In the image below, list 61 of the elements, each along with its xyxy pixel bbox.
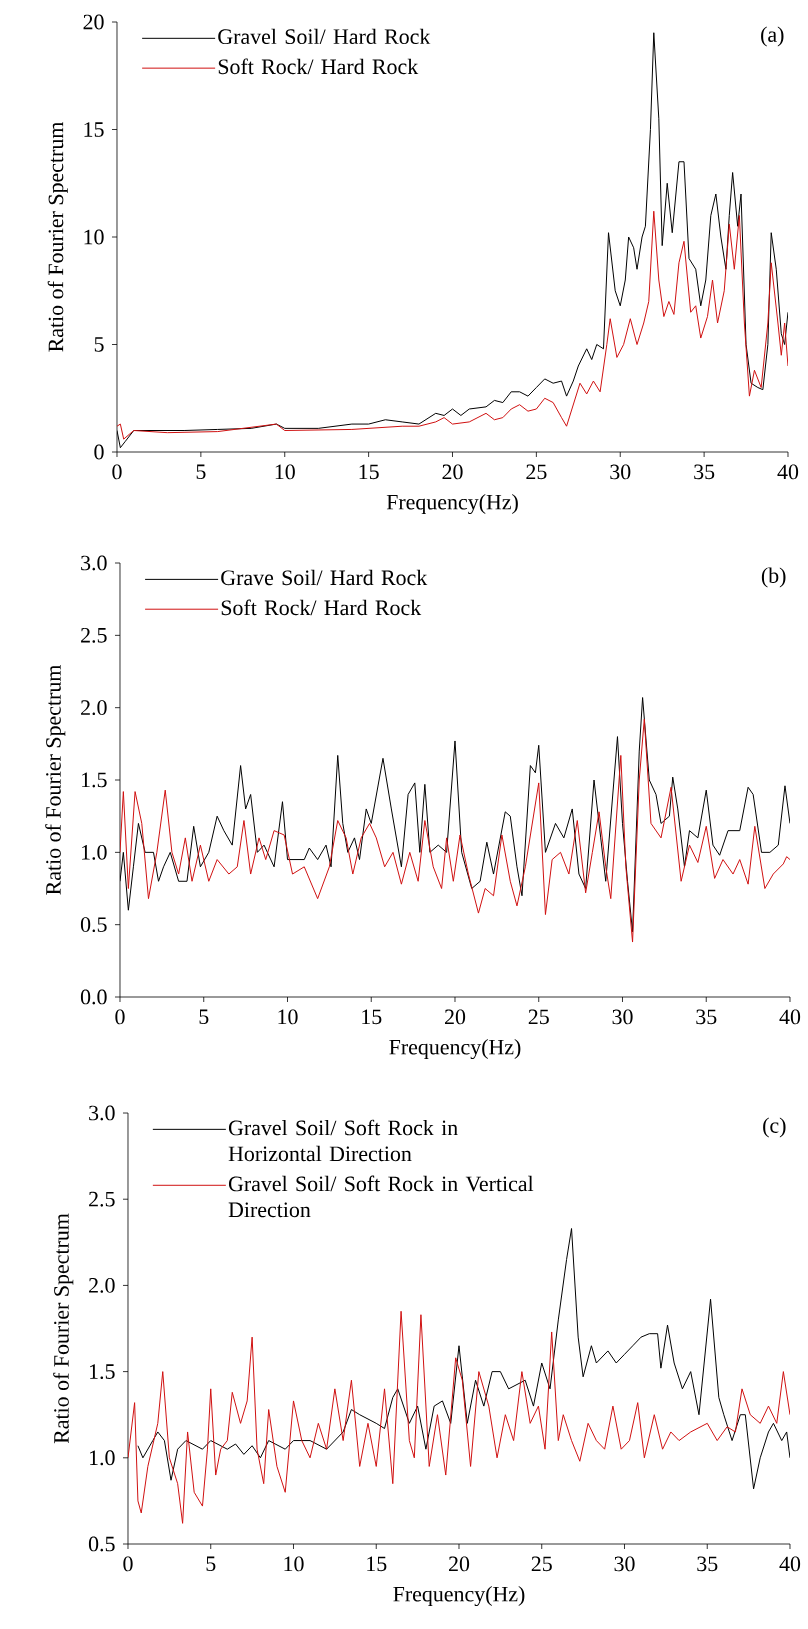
x-tick-label: 25 (531, 1556, 552, 1572)
x-axis-title: Frequency(Hz) (386, 494, 518, 515)
y-tick-label: 1.5 (89, 1364, 115, 1379)
line-series (127, 1310, 790, 1524)
x-tick-label: 0 (115, 1009, 125, 1025)
y-tick-label: 1.0 (89, 1450, 115, 1466)
annotation: (b) (761, 567, 786, 588)
legend-label: Soft Rock/ Hard Rock (221, 599, 422, 616)
y-axis-title: Ratio of Fourier Spectrum (53, 1213, 74, 1444)
y-tick-label: 0 (94, 444, 104, 460)
y-tick-label: 0.5 (88, 1536, 115, 1552)
x-tick-label: 5 (199, 1009, 209, 1025)
annotation: (a) (760, 26, 784, 47)
legend-label: Gravel Soil/ Soft Rock in Vertical Direction (228, 1175, 534, 1218)
legend-label: Gravel Soil/ Hard Rock (218, 28, 431, 45)
x-tick-label: 40 (779, 1009, 800, 1025)
y-tick-label: 10 (84, 229, 104, 245)
x-axis-title: Frequency(Hz) (393, 1586, 525, 1607)
y-tick-label: 2.0 (88, 1277, 115, 1293)
x-tick-label: 30 (614, 1556, 635, 1572)
x-tick-label: 10 (284, 1556, 304, 1572)
x-tick-label: 15 (362, 1009, 382, 1025)
x-tick-label: 40 (779, 1556, 800, 1572)
x-tick-label: 0 (123, 1556, 133, 1572)
x-tick-label: 20 (442, 464, 463, 480)
y-tick-label: 0.5 (80, 917, 107, 933)
x-tick-label: 5 (196, 464, 206, 480)
x-tick-label: 20 (444, 1009, 465, 1025)
legend-label: Soft Rock/ Hard Rock (218, 58, 419, 75)
x-tick-label: 35 (694, 464, 715, 480)
line-series (137, 1228, 790, 1490)
y-tick-label: 1.5 (81, 772, 107, 788)
y-axis-title: Ratio of Fourier Spectrum (45, 665, 66, 895)
y-tick-label: 3.0 (89, 1105, 115, 1121)
y-tick-label: 5 (94, 337, 104, 352)
legend-label: Grave Soil/ Hard Rock (221, 569, 428, 586)
y-tick-label: 2.5 (80, 627, 107, 643)
x-tick-label: 5 (206, 1556, 216, 1572)
x-tick-label: 20 (448, 1556, 469, 1572)
x-tick-label: 25 (526, 464, 547, 480)
x-tick-label: 25 (528, 1009, 549, 1025)
x-tick-label: 15 (367, 1556, 387, 1572)
y-tick-label: 1.0 (81, 844, 107, 860)
x-tick-label: 40 (777, 464, 798, 480)
x-tick-label: 30 (612, 1009, 633, 1025)
x-axis-title: Frequency(Hz) (389, 1039, 521, 1060)
x-tick-label: 10 (275, 464, 295, 480)
x-tick-label: 35 (696, 1009, 717, 1025)
x-tick-label: 15 (359, 464, 379, 480)
annotation: (c) (763, 1117, 786, 1138)
y-tick-label: 3.0 (81, 555, 107, 571)
x-tick-label: 10 (278, 1009, 298, 1025)
x-tick-label: 35 (697, 1556, 718, 1572)
y-tick-label: 20 (83, 14, 104, 30)
y-tick-label: 2.5 (88, 1191, 115, 1207)
y-tick-label: 15 (84, 122, 104, 137)
y-axis-title: Ratio of Fourier Spectrum (47, 121, 68, 352)
y-tick-label: 2.0 (80, 700, 107, 716)
legend-label: Gravel Soil/ Soft Rock in Horizontal Direction (228, 1119, 458, 1162)
y-tick-label: 0.0 (80, 989, 107, 1005)
x-tick-label: 30 (610, 464, 631, 480)
